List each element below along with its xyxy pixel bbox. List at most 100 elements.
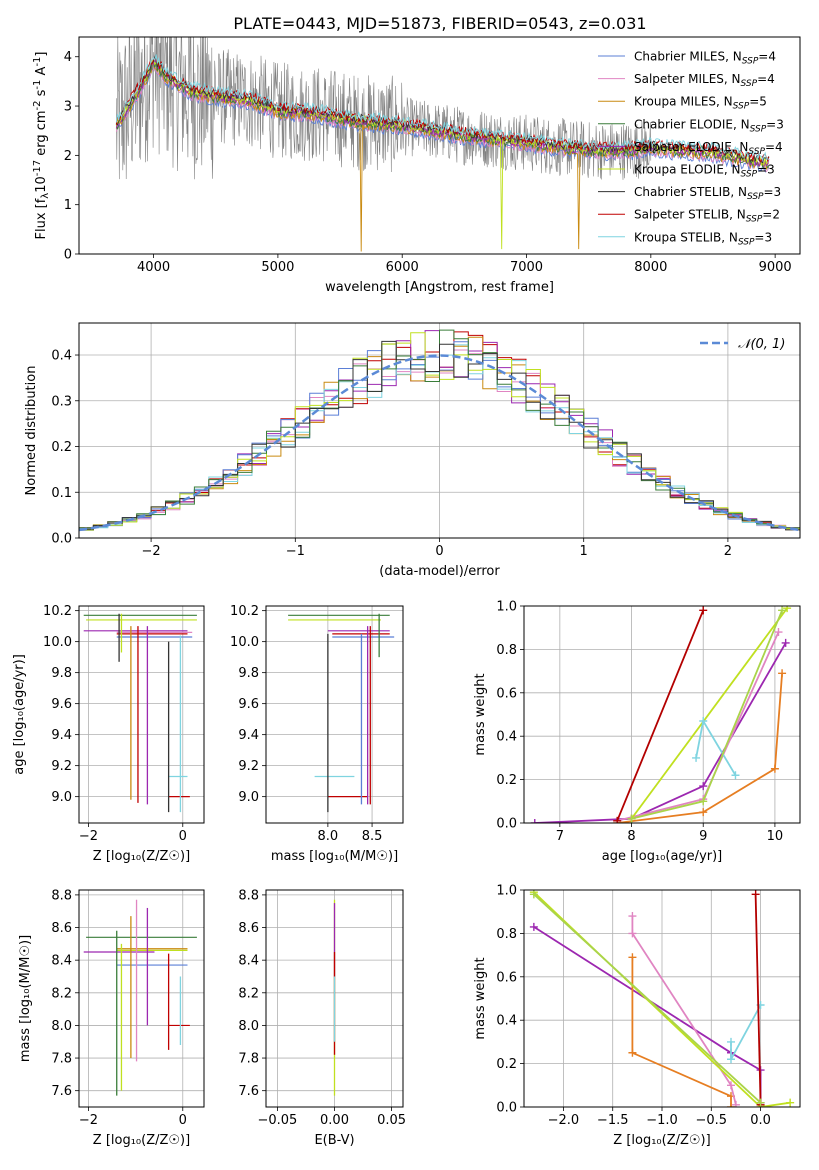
age-vs-metallicity-panel: −2 0 9.0 9.2 9.4 9.6 9.8 10.0 10.2 Z [log₁₀(Z/Z☉)… [12,604,205,864]
y-tick-label: 0.1 [51,486,72,501]
x-axis-label: E(B-V) [314,1133,354,1148]
weight-point-0-2 [699,782,708,791]
legend-entry-4: Salpeter ELODIE, NSSP=4 [634,140,783,157]
y-tick-label: 2 [64,149,72,164]
legend-entry-6: Chabrier STELIB, NSSP=3 [634,185,781,202]
y-tick-label: 0.4 [51,349,72,364]
y-axis-label-part: -17 [32,160,43,176]
x-tick-label: 0.00 [320,1113,349,1128]
y-tick-label: 7.8 [51,1052,72,1067]
y-tick-label: 9.8 [51,666,72,681]
weight-point-0-0 [530,819,539,823]
figure-title: PLATE=0443, MJD=51873, FIBERID=0543, z=0… [233,14,646,33]
x-tick-label: −2.0 [548,1113,580,1128]
y-tick-label: 0.8 [496,643,517,658]
y-tick-label: 9.8 [238,666,259,681]
weight-point-4-1 [727,1055,735,1064]
y-axis-label: age [log₁₀(age/yr)] [12,654,27,775]
y-tick-label: 8.2 [238,986,259,1001]
y-tick-label: 0.0 [496,1101,517,1116]
legend-count: =3 [757,163,775,177]
y-tick-label: 0.0 [496,817,517,832]
y-tick-label: 8.4 [51,954,72,969]
axes-frame [265,889,404,1108]
legend-subscript: SSP [750,124,767,134]
y-tick-label: 8.8 [238,888,259,903]
weight-series-2 [616,631,780,822]
massweight-vs-age-panel: 7 8 9 10 0.0 0.2 0.4 0.6 0.8 1.0 age [log₁₀(age/yr… [473,600,801,864]
y-axis-label-part: ] [34,51,49,56]
weight-series-1 [631,957,732,1107]
y-tick-label: 10.2 [230,604,259,619]
legend-label: Kroupa MILES, N [634,95,733,109]
x-axis-label: (data-model)/error [379,564,500,579]
axes-frame [78,322,801,539]
legend-subscript: SSP [746,215,763,225]
y-tick-label: 3 [64,100,72,115]
y-tick-label: 0.0 [51,532,72,547]
errorbar-lines [83,613,197,813]
weight-point-4-1 [699,717,708,726]
y-tick-label: 4 [64,50,72,65]
legend-label: Salpeter MILES, N [634,72,741,86]
y-tick-label: 8.6 [238,921,259,936]
model-spectrum-line-0 [115,63,770,173]
weight-point-0-0 [529,922,538,931]
axes-frame [523,605,801,824]
x-tick-label: 10 [767,829,784,844]
y-tick-label: 7.6 [238,1084,259,1099]
y-tick-label: 8.0 [238,1019,259,1034]
y-tick-label: 10.2 [43,604,72,619]
weight-point-2-0 [628,912,637,921]
legend-label: Kroupa ELODIE, N [634,163,741,177]
axes-frame [78,889,205,1108]
x-tick-label: −2 [79,829,98,844]
legend-entry-8: Kroupa STELIB, NSSP=3 [634,230,772,247]
y-tick-label: 9.6 [51,697,72,712]
y-tick-label: 0.4 [496,1014,517,1029]
y-axis-label-part: -1 [32,57,43,67]
y-tick-label: 9.4 [238,728,259,743]
legend-subscript: SSP [741,79,758,89]
x-tick-label: 0 [179,1113,187,1128]
axes-frame [78,36,801,255]
y-tick-label: 0.6 [496,970,517,985]
weight-lines [529,890,795,1107]
x-tick-label: −1 [286,544,305,559]
y-tick-label: 0.2 [496,1057,517,1072]
y-axis-label-part: A [34,66,49,79]
y-tick-label: 10.0 [230,635,259,650]
weight-point-0-3 [781,638,790,647]
weight-point-3-2 [786,1098,795,1107]
legend-entry-3: Chabrier ELODIE, NSSP=3 [634,117,784,134]
y-tick-label: 9.0 [238,790,259,805]
legend-label: Chabrier MILES, N [634,50,742,64]
y-tick-label: 7.6 [51,1084,72,1099]
legend-entry-1: Salpeter MILES, NSSP=4 [634,72,775,89]
weight-point-5-1 [699,606,708,615]
model-spectrum-line-8 [115,54,770,162]
x-axis-label: Z [log₁₀(Z/Z☉)] [613,1133,710,1148]
weight-point-4-2 [731,771,740,780]
legend-subscript: SSP [741,170,758,180]
weight-series-1 [617,673,783,823]
y-tick-label: 1.0 [496,600,517,615]
x-tick-label: 8.0 [318,829,339,844]
age-vs-mass-panel: 8.0 8.5 9.0 9.2 9.4 9.6 9.8 10.0 10.2 mass [log₁₀… [230,604,404,864]
errorbar-lines [83,899,197,1096]
weight-point-2-2 [727,1081,735,1090]
mass-vs-metallicity-panel: −2 0 7.6 7.8 8.0 8.2 8.4 8.6 8.8 Z [log₁₀(Z/Z☉)] m… [18,888,205,1148]
legend-count: =2 [762,208,780,222]
y-axis-label: mass [log₁₀(M/M☉)] [18,935,33,1062]
y-tick-label: 1 [64,198,72,213]
y-tick-label: 0 [64,248,72,263]
y-axis-label: mass weight [473,673,488,755]
y-tick-label: 9.6 [238,697,259,712]
errorbar-lines [288,613,395,813]
x-tick-label: 8 [627,829,635,844]
weight-series-3 [630,607,788,820]
massweight-vs-metallicity-panel: −2.0 −1.5 −1.0 −0.5 0.0 0.0 0.2 0.4 0.6 0.8 1.0 Z [… [473,884,801,1148]
x-tick-label: 0.0 [750,1113,771,1128]
weight-point-6-2 [778,606,787,615]
y-tick-label: 9.2 [51,759,72,774]
